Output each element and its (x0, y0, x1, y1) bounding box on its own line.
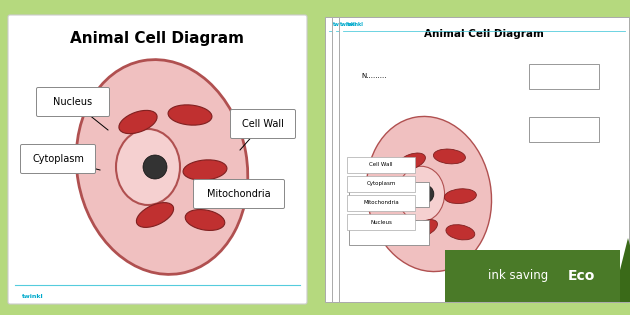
Ellipse shape (382, 165, 428, 219)
Circle shape (143, 155, 167, 179)
Bar (332, 17, 622, 302)
Bar (347, 214, 415, 230)
Text: twinkl: twinkl (333, 22, 350, 27)
Bar (570, 75, 630, 97)
Bar (445, 250, 620, 302)
Text: Animal Cell Diagram: Animal Cell Diagram (410, 29, 530, 39)
Ellipse shape (375, 152, 401, 169)
Bar (335, 65, 400, 87)
Ellipse shape (427, 187, 458, 201)
Ellipse shape (410, 220, 437, 238)
Text: Mitochondria: Mitochondria (207, 189, 271, 199)
Ellipse shape (185, 209, 225, 231)
Text: Eco: Eco (568, 269, 595, 283)
Ellipse shape (410, 149, 440, 163)
Text: Mitochondria: Mitochondria (363, 201, 399, 205)
Text: twinkl: twinkl (347, 22, 364, 27)
FancyBboxPatch shape (193, 180, 285, 209)
Ellipse shape (375, 165, 421, 219)
Ellipse shape (446, 225, 475, 240)
Ellipse shape (387, 217, 413, 234)
Ellipse shape (398, 153, 425, 170)
Bar (349, 182, 429, 207)
Text: twinkl: twinkl (22, 295, 43, 300)
Ellipse shape (433, 149, 466, 164)
Bar (342, 200, 407, 222)
Ellipse shape (444, 189, 476, 203)
Text: twinkl: twinkl (340, 22, 357, 27)
Text: Animal Cell Diagram: Animal Cell Diagram (71, 31, 244, 45)
Bar (335, 200, 400, 222)
Bar (577, 75, 630, 97)
Circle shape (416, 185, 434, 203)
Text: Cell Wall: Cell Wall (242, 119, 284, 129)
Circle shape (393, 184, 410, 200)
Text: Cytoplasm: Cytoplasm (32, 154, 84, 164)
Text: N.........: N......... (362, 73, 387, 79)
Bar (349, 220, 429, 245)
Ellipse shape (352, 117, 472, 266)
Bar (529, 64, 599, 89)
Text: Animal Cell Diagram: Animal Cell Diagram (417, 29, 537, 39)
Ellipse shape (345, 117, 466, 266)
Ellipse shape (136, 203, 174, 227)
Bar (570, 160, 630, 182)
FancyBboxPatch shape (231, 110, 295, 139)
Ellipse shape (183, 160, 227, 180)
Circle shape (400, 184, 417, 200)
Bar (342, 65, 407, 87)
Text: ink saving: ink saving (488, 270, 549, 283)
Text: Cell Wall: Cell Wall (369, 163, 392, 168)
Bar (347, 157, 415, 173)
Ellipse shape (168, 105, 212, 125)
Ellipse shape (116, 129, 180, 205)
FancyBboxPatch shape (21, 145, 96, 174)
Ellipse shape (367, 117, 491, 272)
Bar (347, 195, 415, 211)
Ellipse shape (119, 110, 157, 134)
Ellipse shape (382, 152, 408, 169)
Bar (325, 17, 615, 302)
Text: Nucleus: Nucleus (370, 220, 392, 225)
Text: Cytoplasm: Cytoplasm (366, 181, 396, 186)
Bar (577, 160, 630, 182)
Ellipse shape (398, 166, 445, 222)
Ellipse shape (420, 187, 451, 201)
Ellipse shape (421, 221, 449, 236)
Ellipse shape (416, 149, 447, 163)
Bar (339, 17, 629, 302)
Polygon shape (612, 238, 630, 302)
Ellipse shape (76, 60, 248, 274)
Bar (347, 176, 415, 192)
Ellipse shape (394, 217, 420, 234)
Text: Animal Cell Diagram: Animal Cell Diagram (424, 29, 544, 39)
Ellipse shape (428, 221, 456, 236)
FancyBboxPatch shape (37, 88, 110, 117)
Bar (529, 117, 599, 142)
FancyBboxPatch shape (8, 15, 307, 304)
Text: Nucleus: Nucleus (54, 97, 93, 107)
